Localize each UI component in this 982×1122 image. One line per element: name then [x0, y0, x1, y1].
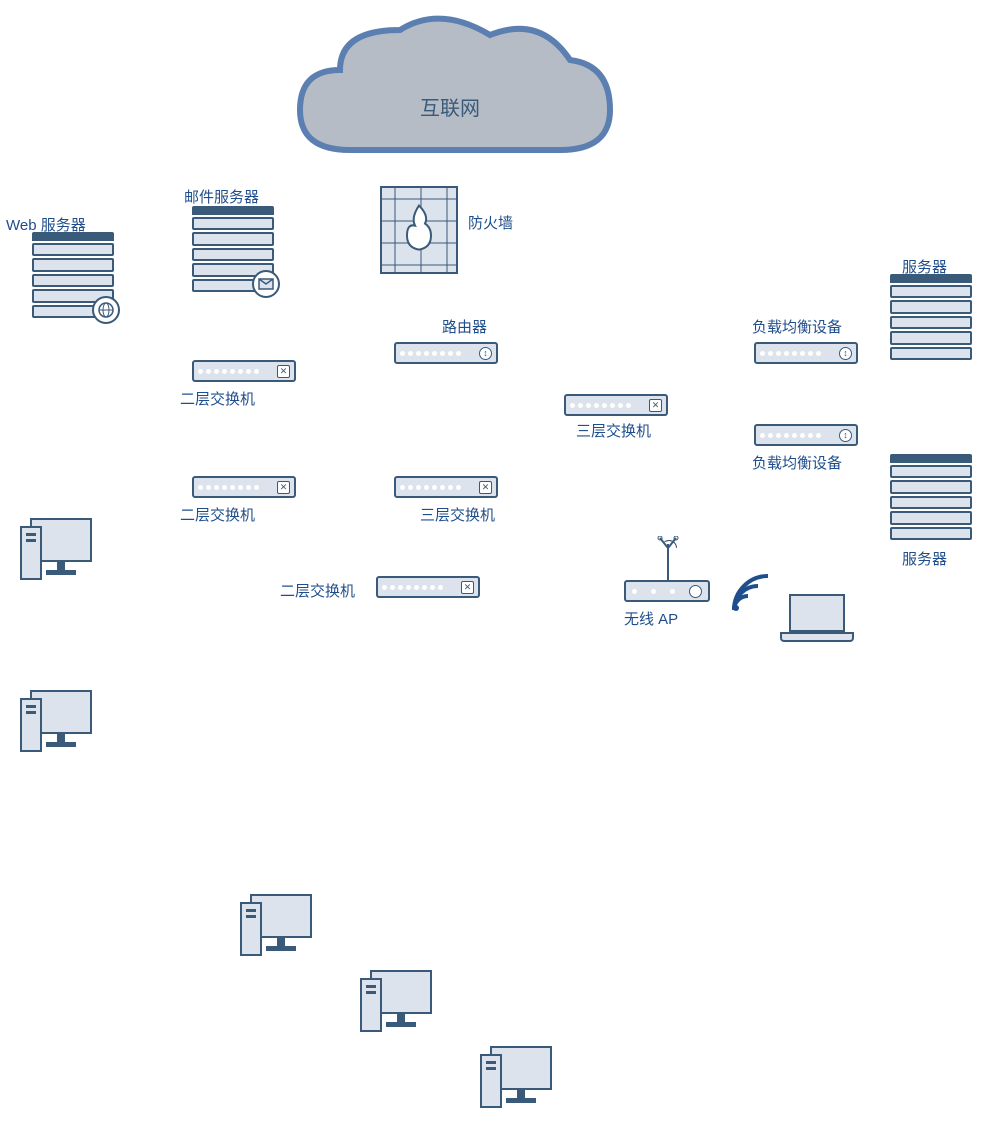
web-server	[32, 232, 114, 318]
ap-label: 无线 AP	[624, 608, 678, 629]
lb-1: ↕	[754, 342, 858, 364]
lb-2: ↕	[754, 424, 858, 446]
lb-1-label: 负载均衡设备	[752, 316, 842, 337]
pc-4	[360, 970, 436, 1046]
l2-sw-1-label: 二层交换机	[180, 388, 255, 409]
l2-sw-2-label: 二层交换机	[180, 504, 255, 525]
server-1-label: 服务器	[902, 256, 947, 277]
l2-sw-3-label: 二层交换机	[280, 580, 355, 601]
pc-1	[20, 518, 96, 594]
pc-5	[480, 1046, 556, 1122]
server-2-label: 服务器	[902, 548, 947, 569]
l2-sw-2: ✕	[192, 476, 296, 498]
server-1	[890, 274, 972, 360]
firewall-label: 防火墙	[468, 212, 513, 233]
internet-label: 互联网	[420, 92, 480, 121]
mail-server-label: 邮件服务器	[184, 186, 259, 207]
server-2	[890, 454, 972, 540]
mail-icon	[252, 270, 280, 298]
pc-3	[240, 894, 316, 970]
router-label: 路由器	[442, 316, 487, 337]
mail-server	[192, 206, 274, 292]
web-server-label: Web 服务器	[6, 214, 86, 235]
l2-sw-3: ✕	[376, 576, 480, 598]
laptop	[780, 594, 854, 648]
firewall	[380, 186, 458, 274]
lb-2-label: 负载均衡设备	[752, 452, 842, 473]
l3-sw-2: ✕	[394, 476, 498, 498]
wifi-arcs	[728, 570, 768, 610]
router: ↕	[394, 342, 498, 364]
l3-sw-2-label: 三层交换机	[420, 504, 495, 525]
l2-sw-1: ✕	[192, 360, 296, 382]
globe-icon	[92, 296, 120, 324]
l3-sw-1-label: 三层交换机	[576, 420, 651, 441]
l3-sw-1: ✕	[564, 394, 668, 416]
ap	[624, 580, 710, 602]
pc-2	[20, 690, 96, 766]
